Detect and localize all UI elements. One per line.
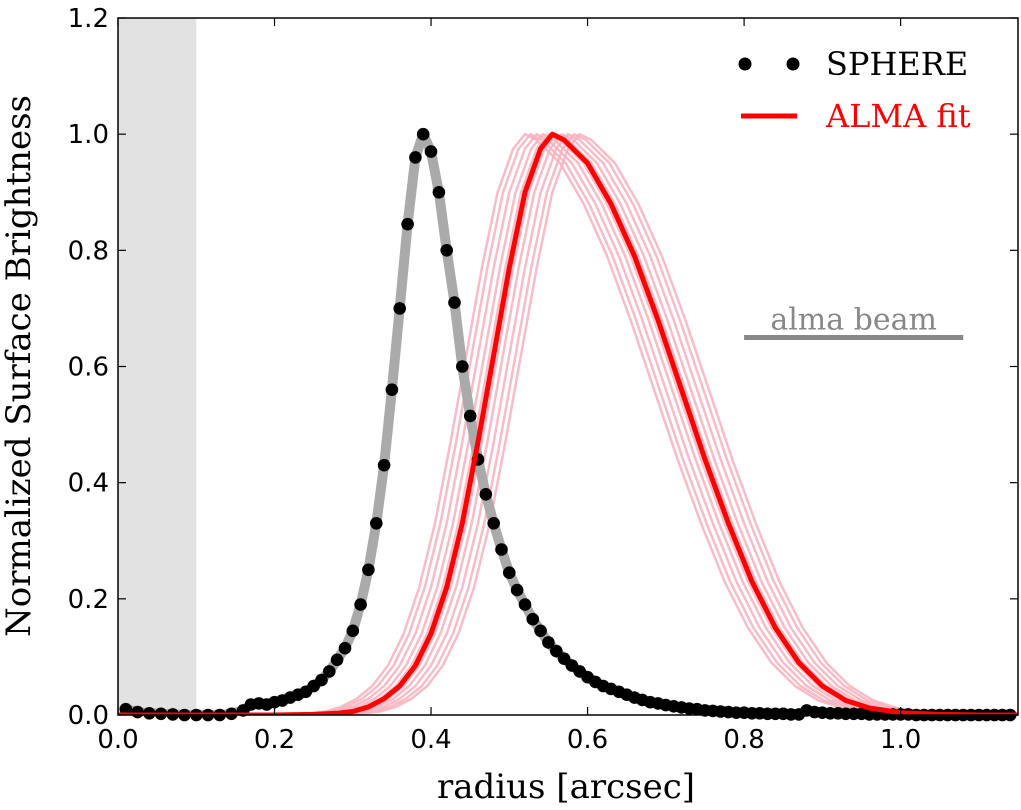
sphere-data-point [518, 598, 532, 611]
x-tick-label: 0.8 [723, 725, 764, 755]
axes [117, 17, 1019, 716]
sphere-data-point [315, 673, 328, 687]
legend-alma-label: ALMA fit [825, 97, 971, 135]
alma-sample-curve [145, 132, 1018, 715]
sphere-data-point [330, 653, 344, 667]
sphere-data-point [354, 598, 367, 611]
sphere-smooth-curve-layer [120, 129, 1016, 715]
masked-region [118, 18, 197, 715]
background-layer [118, 18, 197, 715]
legend: SPHERE ALMA fit [738, 45, 971, 135]
sphere-data-point [534, 624, 547, 638]
sphere-data-point [503, 566, 516, 579]
sphere-data-point [346, 624, 360, 638]
sphere-data-point [393, 302, 407, 315]
sphere-data-point [370, 517, 383, 530]
y-tick-label: 0.6 [68, 353, 109, 383]
alma-sample-curve [118, 132, 1009, 715]
sphere-data-point [440, 244, 454, 257]
alma-sample-curves [118, 132, 1018, 715]
alma-sample-curve [139, 132, 1018, 715]
legend-sphere-dot-1 [738, 57, 752, 71]
x-tick-label: 0.0 [97, 725, 138, 755]
y-tick-label: 0.0 [68, 701, 109, 731]
y-axis-title: Normalized Surface Brightness [0, 95, 39, 637]
alma-sample-curve [118, 132, 991, 715]
x-axis-title: radius [arcsec] [437, 767, 695, 807]
sphere-data-point [401, 217, 414, 231]
sphere-data-point [338, 641, 352, 655]
alma-fit-layer [118, 131, 1018, 715]
x-tick-label: 0.4 [410, 725, 451, 755]
sphere-data-point [362, 563, 375, 577]
sphere-data-point [526, 612, 540, 626]
y-tick-label: 1.2 [68, 4, 109, 34]
alma-sample-curve [118, 132, 1015, 715]
alma-sample-curve [118, 132, 1003, 715]
sphere-data-point [385, 383, 399, 397]
sphere-data-point [323, 665, 336, 678]
sphere-data-point [119, 702, 133, 716]
sphere-data-point [416, 127, 430, 141]
y-tick-label: 1.0 [68, 120, 109, 150]
sphere-data-point [409, 151, 422, 164]
sphere-data-point [495, 543, 508, 556]
legend-sphere-label: SPHERE [826, 45, 968, 83]
tick-labels: 0.0 0.2 0.4 0.6 0.8 1.0 0.0 0.2 0.4 0.6 0.8 1.0 1.2 [68, 4, 922, 755]
sphere-data-point [463, 409, 477, 423]
x-tick-label: 1.0 [880, 725, 921, 755]
alma-sample-curve [133, 132, 1018, 715]
legend-sphere-dot-2 [786, 57, 800, 71]
alma-fit-line [118, 131, 1018, 715]
sphere-data-point [424, 145, 438, 158]
sphere-data-point [479, 488, 493, 501]
y-tick-label: 0.4 [68, 469, 109, 499]
sphere-smooth-curve [120, 129, 1016, 715]
sphere-data-point [487, 517, 501, 530]
sphere-data-point [432, 186, 446, 199]
alma-sample-curve [121, 132, 1018, 715]
sphere-data-point [510, 583, 524, 597]
sphere-data-point [456, 360, 469, 373]
x-tick-label: 0.6 [567, 725, 608, 755]
alma-beam-label: alma beam [770, 302, 937, 337]
sphere-points [119, 127, 1017, 722]
y-tick-label: 0.2 [68, 585, 109, 615]
sphere-data-point [542, 636, 555, 649]
beam-annotation: alma beam [744, 302, 964, 340]
alma-sample-curve [127, 132, 1018, 715]
x-tick-label: 0.2 [254, 725, 295, 755]
sphere-data-point [448, 296, 461, 309]
alma-sample-curve [118, 132, 997, 715]
sphere-data-point [131, 705, 144, 719]
sphere-data-point [377, 458, 391, 472]
sphere-data-point [550, 644, 563, 658]
y-tick-label: 0.8 [68, 236, 109, 266]
